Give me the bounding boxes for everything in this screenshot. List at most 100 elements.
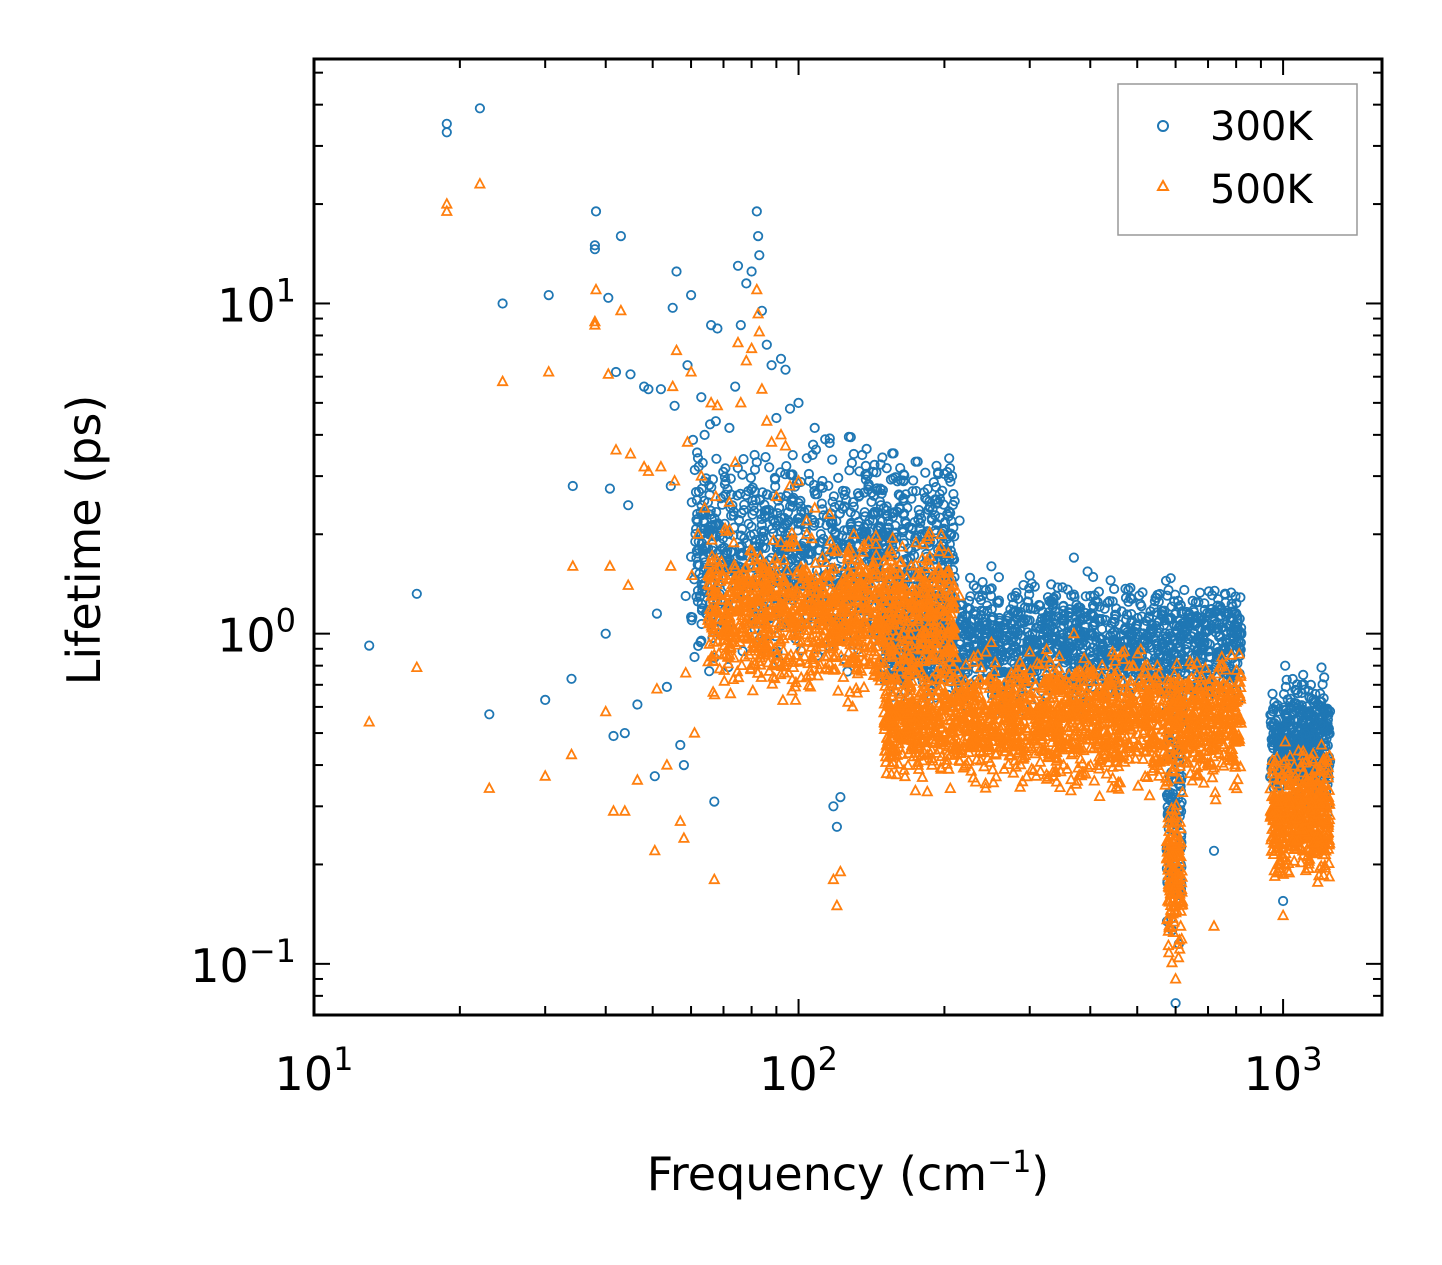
data-point-300K [1152, 640, 1163, 651]
data-point-300K [706, 482, 717, 493]
data-point-300K [1085, 590, 1096, 602]
data-point-500K [834, 595, 848, 607]
data-point-300K [1174, 615, 1186, 626]
data-point-300K [724, 422, 735, 433]
data-point-500K [728, 558, 741, 570]
data-point-300K [777, 523, 789, 534]
data-point-300K [600, 628, 611, 639]
data-point-500K [778, 574, 791, 587]
data-point-300K [719, 478, 731, 490]
data-point-500K [757, 624, 771, 636]
data-point-500K [770, 564, 783, 576]
data-point-300K [831, 821, 843, 832]
data-point-300K [1028, 603, 1039, 614]
data-point-300K [1064, 642, 1075, 654]
data-point-300K [828, 491, 840, 502]
data-point-300K [784, 403, 796, 414]
data-point-300K [963, 595, 975, 607]
data-point-500K [846, 655, 860, 668]
data-point-300K [728, 506, 739, 517]
data-point-300K [1088, 571, 1099, 583]
data-point-500K [759, 605, 772, 617]
data-point-300K [741, 537, 752, 549]
data-point-300K [704, 666, 715, 677]
data-point-300K [944, 453, 955, 464]
data-point-500K [888, 566, 901, 579]
data-point-300K [1234, 643, 1245, 654]
data-point-300K [987, 644, 999, 655]
data-point-300K [1221, 618, 1232, 630]
data-point-300K [1174, 632, 1185, 644]
data-point-300K [1316, 662, 1327, 673]
data-point-300K [754, 250, 765, 261]
data-point-500K [810, 640, 823, 652]
data-point-500K [782, 651, 796, 663]
data-point-500K [895, 555, 908, 567]
data-point-300K [870, 507, 881, 519]
data-point-300K [732, 260, 744, 271]
data-point-500K [857, 680, 871, 692]
data-point-300K [843, 431, 855, 442]
data-point-500K [763, 564, 776, 577]
data-point-300K [990, 646, 1001, 658]
data-point-500K [922, 637, 936, 649]
data-point-300K [964, 624, 975, 636]
data-point-500K [746, 683, 759, 696]
data-point-500K [767, 533, 780, 545]
data-point-500K [857, 654, 871, 666]
data-point-500K [811, 668, 824, 681]
data-point-500K [943, 609, 956, 622]
data-point-300K [751, 206, 762, 217]
data-point-300K [1231, 627, 1243, 638]
data-point-500K [813, 657, 827, 670]
data-point-500K [867, 605, 880, 618]
data-point-500K [814, 632, 827, 644]
data-point-300K [1282, 716, 1293, 727]
data-point-500K [781, 563, 794, 576]
data-point-300K [1297, 718, 1308, 729]
data-point-300K [1184, 608, 1195, 619]
data-point-300K [1038, 624, 1050, 635]
data-point-500K [906, 584, 919, 597]
data-point-500K [863, 627, 876, 639]
data-point-500K [967, 649, 980, 662]
data-point-300K [667, 302, 678, 313]
data-point-500K [890, 591, 903, 603]
data-point-300K [1231, 621, 1242, 632]
data-point-300K [643, 384, 654, 395]
data-point-300K [1049, 626, 1060, 637]
data-point-300K [948, 488, 959, 500]
data-point-500K [930, 635, 943, 647]
data-point-500K [886, 531, 899, 543]
data-point-300K [705, 509, 716, 520]
data-point-500K [804, 612, 817, 624]
data-point-500K [709, 584, 722, 597]
data-point-300K [625, 369, 636, 380]
data-point-500K [879, 629, 893, 641]
data-point-500K [880, 620, 893, 632]
data-point-500K [909, 558, 922, 570]
data-point-300K [1303, 685, 1314, 697]
data-point-500K [1129, 751, 1142, 764]
data-point-500K [769, 626, 783, 638]
series-500K [363, 177, 1336, 984]
data-point-300K [1121, 614, 1132, 625]
data-point-300K [738, 453, 749, 465]
data-point-300K [1267, 733, 1278, 745]
data-point-300K [720, 463, 731, 474]
data-point-500K [844, 567, 858, 579]
data-point-300K [619, 727, 630, 739]
data-point-300K [675, 739, 686, 751]
data-point-300K [669, 400, 680, 411]
data-point-500K [869, 584, 883, 596]
data-point-300K [484, 709, 495, 720]
data-point-300K [762, 489, 773, 500]
data-point-500K [819, 591, 832, 604]
data-point-300K [680, 590, 691, 602]
data-point-300K [910, 456, 921, 467]
data-point-300K [942, 466, 953, 478]
data-point-300K [943, 506, 955, 517]
data-point-500K [786, 584, 799, 597]
data-point-500K [790, 568, 804, 580]
data-point-500K [924, 602, 937, 615]
